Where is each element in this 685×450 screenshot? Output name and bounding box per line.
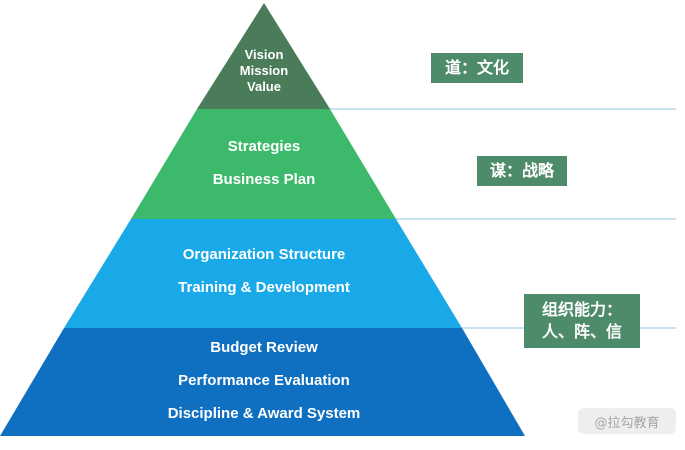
tier-2-text: Strategies Business Plan bbox=[0, 139, 528, 187]
tier-3-line-training: Training & Development bbox=[178, 279, 350, 296]
tier-4-text: Budget Review Performance Evaluation Dis… bbox=[0, 340, 528, 421]
pyramid-tier-organization bbox=[64, 219, 462, 328]
tier-4-line-budget: Budget Review bbox=[210, 339, 318, 356]
label-org-capability-line2: 人、阵、信 bbox=[541, 322, 622, 341]
label-strategy-text: 谋：战略 bbox=[489, 161, 554, 181]
pyramid-tier-strategy bbox=[131, 109, 396, 219]
tier-3-text: Organization Structure Training & Develo… bbox=[0, 247, 528, 295]
tier-1-line-value: Value bbox=[247, 79, 281, 94]
watermark-badge: @拉勾教育 bbox=[578, 408, 676, 434]
pyramid-tier-culture bbox=[197, 3, 330, 109]
watermark-text: @拉勾教育 bbox=[594, 415, 660, 431]
tier-1-line-vision: Vision bbox=[244, 47, 284, 62]
label-strategy: 谋：战略 bbox=[477, 156, 567, 186]
tier-1-text: Vision Mission Value bbox=[0, 48, 528, 93]
tier-3-line-organization: Organization Structure bbox=[182, 246, 346, 263]
pyramid-tier-operations bbox=[0, 328, 525, 436]
tier-2-line-strategies: Strategies bbox=[227, 138, 301, 155]
tier-1-line-mission: Mission bbox=[239, 63, 289, 78]
tier-4-line-discipline: Discipline & Award System bbox=[167, 405, 361, 422]
label-org-capability-line1: 组织能力： bbox=[541, 300, 622, 320]
label-org-capability: 组织能力： 人、阵、信 bbox=[524, 294, 640, 348]
tier-2-line-business-plan: Business Plan bbox=[212, 171, 316, 188]
label-culture: 道：文化 bbox=[431, 53, 523, 83]
label-culture-text: 道：文化 bbox=[444, 58, 509, 78]
tier-4-line-performance: Performance Evaluation bbox=[178, 372, 350, 389]
